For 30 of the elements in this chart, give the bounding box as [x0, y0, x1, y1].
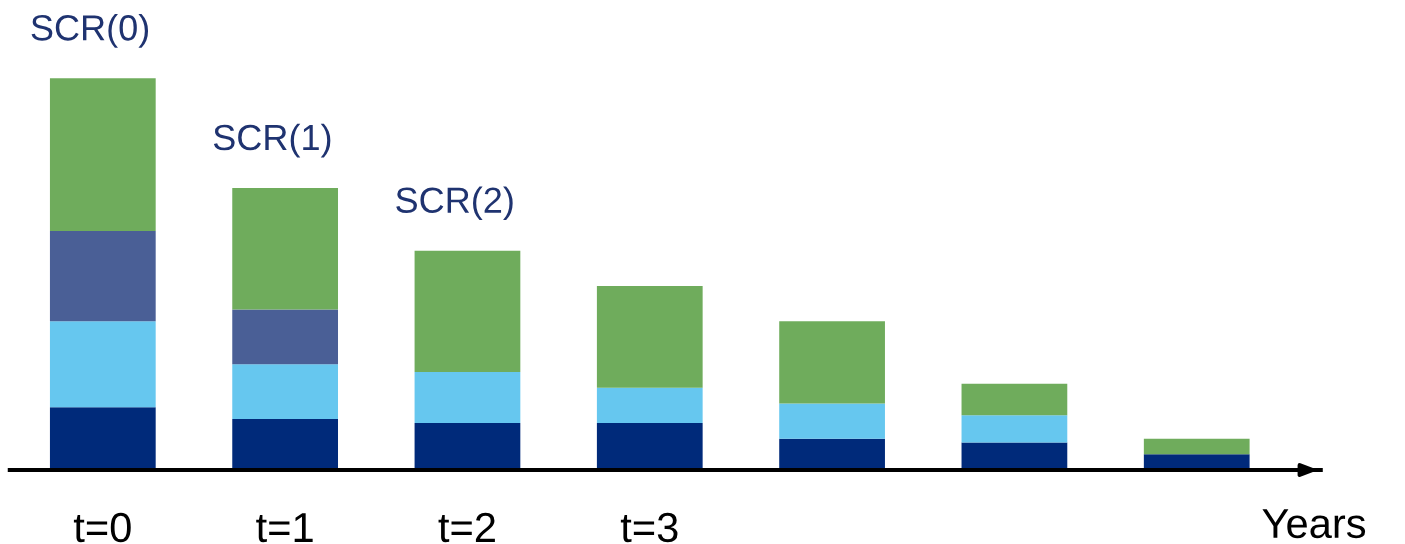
bar — [779, 321, 885, 404]
bar — [1143, 438, 1250, 455]
x-tick-label: t=2 — [438, 512, 495, 543]
bar — [232, 188, 339, 310]
total-label: SCR(2) — [396, 186, 513, 221]
bar — [232, 419, 339, 471]
bar — [414, 250, 521, 373]
x-tick-label: t=1 — [256, 513, 313, 543]
bar — [596, 285, 703, 388]
bar — [232, 364, 339, 420]
x-tick-label: t=3 — [620, 512, 678, 543]
bar — [414, 372, 521, 424]
bar — [961, 442, 1068, 471]
bar — [232, 309, 339, 365]
bar — [414, 423, 521, 471]
bar — [596, 423, 703, 471]
bar — [596, 387, 703, 424]
bar — [1143, 454, 1250, 471]
bar — [779, 438, 885, 471]
bar — [49, 407, 156, 471]
bar — [49, 231, 156, 322]
total-label: SCR(1) — [213, 123, 331, 158]
x-axis-title: Years — [1262, 509, 1366, 539]
total-label: SCR(0) — [31, 14, 149, 48]
bar — [961, 383, 1068, 416]
bar — [779, 403, 885, 439]
bar — [49, 321, 156, 408]
bar — [961, 415, 1068, 443]
bar — [49, 78, 156, 232]
x-tick-label: t=0 — [73, 512, 131, 543]
